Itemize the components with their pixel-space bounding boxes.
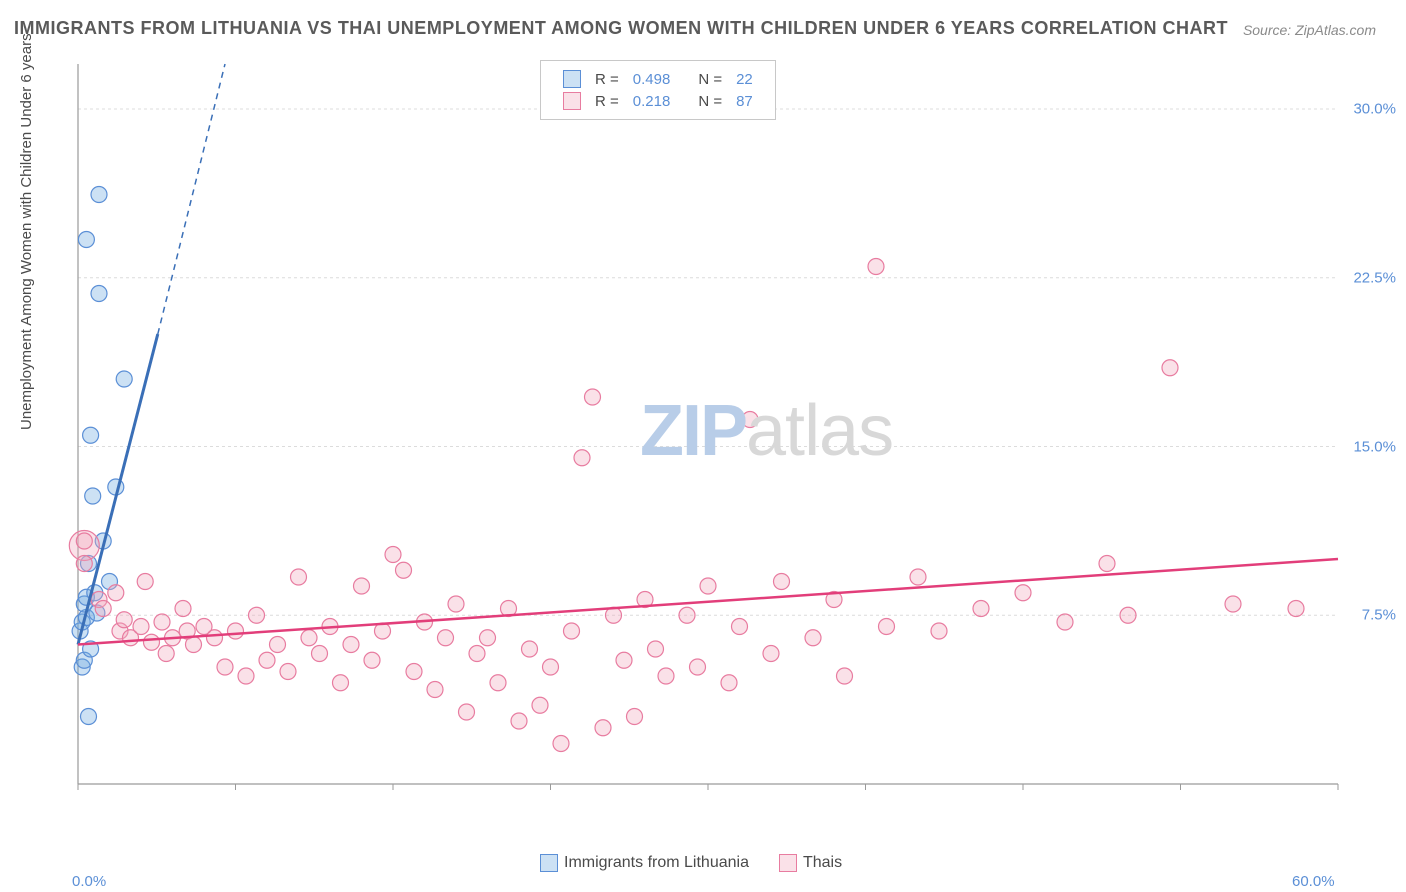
legend-swatch: [563, 92, 581, 110]
legend-row: R =0.498 N =22: [557, 69, 759, 89]
x-tick-label: 0.0%: [72, 873, 106, 890]
chart-area: [56, 56, 1376, 826]
legend-label: Immigrants from Lithuania: [564, 854, 749, 871]
legend-item: Immigrants from Lithuania: [540, 854, 749, 871]
y-tick-label: 22.5%: [1353, 269, 1396, 286]
correlation-legend: R =0.498 N =22 R =0.218 N =87: [540, 60, 776, 120]
chart-title: IMMIGRANTS FROM LITHUANIA VS THAI UNEMPL…: [14, 18, 1228, 39]
legend-row: R =0.218 N =87: [557, 91, 759, 111]
r-value: 0.218: [627, 91, 677, 111]
legend-swatch: [563, 70, 581, 88]
n-value: 87: [730, 91, 759, 111]
x-tick-label: 60.0%: [1292, 873, 1335, 890]
y-tick-label: 7.5%: [1362, 607, 1396, 624]
legend-swatch: [779, 854, 797, 872]
r-value: 0.498: [627, 69, 677, 89]
series-legend: Immigrants from Lithuania Thais: [540, 854, 872, 872]
y-axis-label: Unemployment Among Women with Children U…: [18, 33, 35, 430]
n-value: 22: [730, 69, 759, 89]
y-tick-label: 15.0%: [1353, 438, 1396, 455]
n-label: N =: [692, 91, 728, 111]
r-label: R =: [589, 91, 625, 111]
n-label: N =: [692, 69, 728, 89]
source-label: Source: ZipAtlas.com: [1243, 22, 1376, 38]
legend-label: Thais: [803, 854, 842, 871]
y-tick-label: 30.0%: [1353, 101, 1396, 118]
scatter-plot: [56, 56, 1376, 826]
legend-item: Thais: [779, 854, 842, 871]
r-label: R =: [589, 69, 625, 89]
legend-swatch: [540, 854, 558, 872]
